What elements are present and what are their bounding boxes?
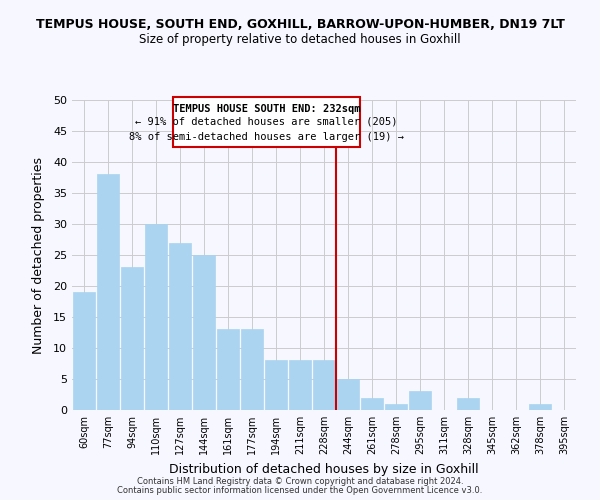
Bar	[385, 404, 407, 410]
Y-axis label: Number of detached properties: Number of detached properties	[32, 156, 44, 354]
Bar	[409, 392, 431, 410]
Bar	[289, 360, 311, 410]
Bar	[169, 242, 191, 410]
X-axis label: Distribution of detached houses by size in Goxhill: Distribution of detached houses by size …	[169, 462, 479, 475]
Text: ← 91% of detached houses are smaller (205): ← 91% of detached houses are smaller (20…	[135, 116, 398, 126]
Bar	[313, 360, 335, 410]
Bar	[193, 255, 215, 410]
Text: TEMPUS HOUSE SOUTH END: 232sqm: TEMPUS HOUSE SOUTH END: 232sqm	[173, 104, 360, 115]
Bar	[97, 174, 119, 410]
Bar	[145, 224, 167, 410]
Bar	[361, 398, 383, 410]
Bar	[265, 360, 287, 410]
Bar	[529, 404, 551, 410]
Text: 8% of semi-detached houses are larger (19) →: 8% of semi-detached houses are larger (1…	[129, 132, 404, 142]
Bar	[241, 330, 263, 410]
FancyBboxPatch shape	[173, 97, 360, 146]
Text: Contains public sector information licensed under the Open Government Licence v3: Contains public sector information licen…	[118, 486, 482, 495]
Bar	[121, 268, 143, 410]
Bar	[217, 330, 239, 410]
Text: Contains HM Land Registry data © Crown copyright and database right 2024.: Contains HM Land Registry data © Crown c…	[137, 477, 463, 486]
Bar	[457, 398, 479, 410]
Bar	[337, 379, 359, 410]
Text: TEMPUS HOUSE, SOUTH END, GOXHILL, BARROW-UPON-HUMBER, DN19 7LT: TEMPUS HOUSE, SOUTH END, GOXHILL, BARROW…	[35, 18, 565, 30]
Text: Size of property relative to detached houses in Goxhill: Size of property relative to detached ho…	[139, 32, 461, 46]
Bar	[73, 292, 95, 410]
